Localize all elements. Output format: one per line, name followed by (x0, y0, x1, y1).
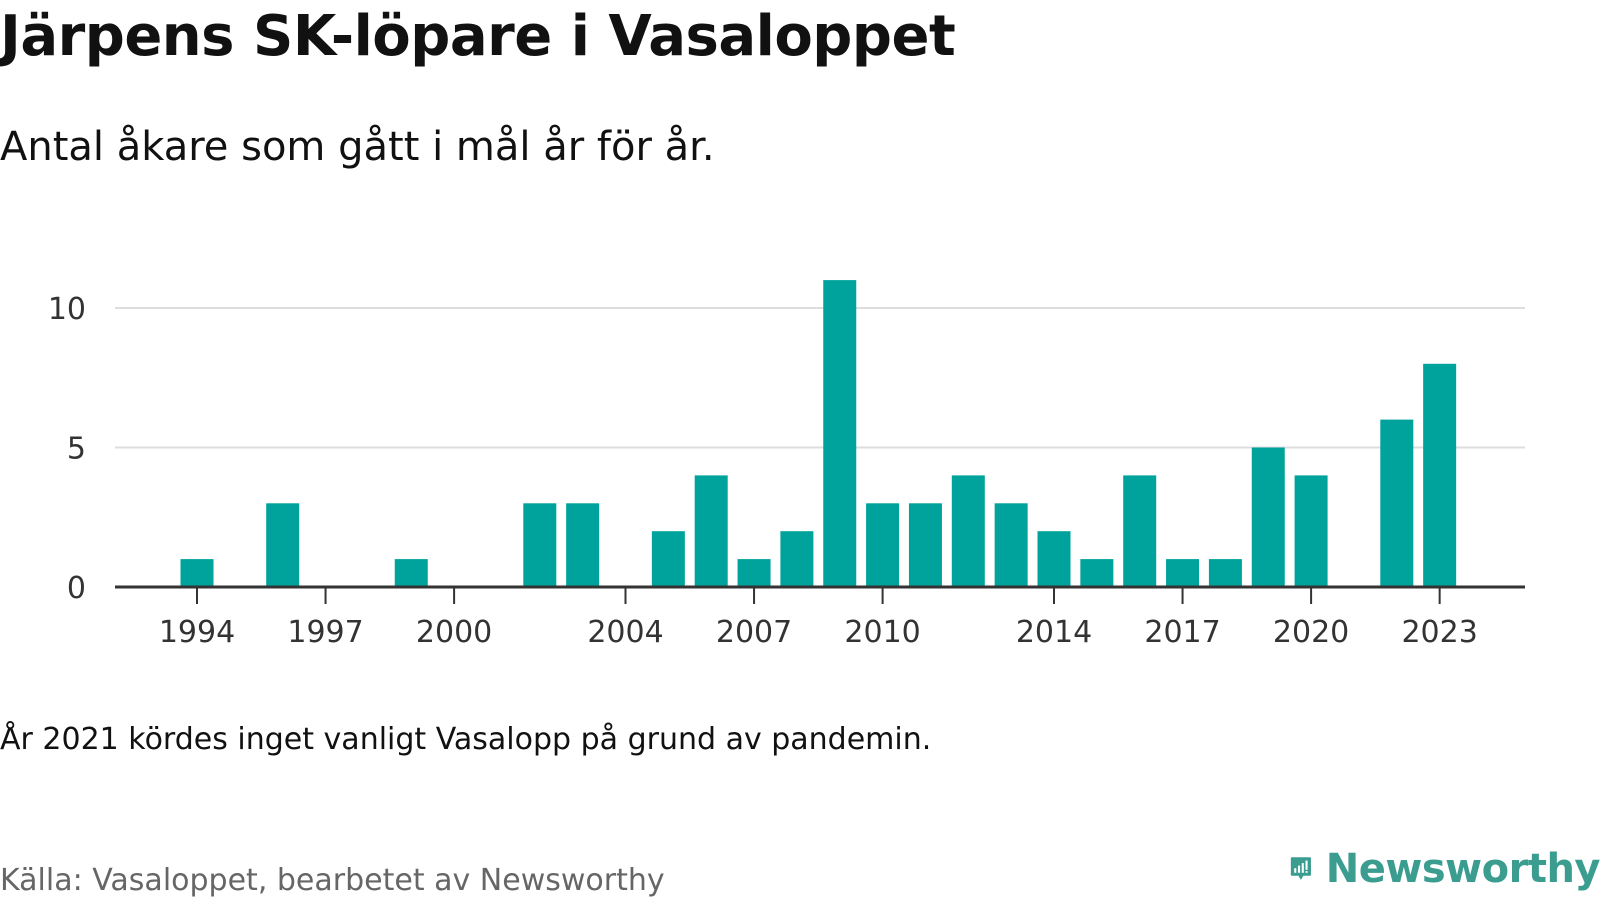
bar-2002 (523, 503, 557, 587)
bar-2007 (737, 559, 771, 587)
chart-title: Järpens SK-löpare i Vasaloppet (0, 4, 956, 69)
x-tick-label-3: 2004 (587, 615, 663, 650)
x-tick-label-1: 1997 (287, 615, 363, 650)
x-tick-label-6: 2014 (1016, 615, 1092, 650)
grid-lines (115, 307, 1525, 449)
bar-2010 (866, 503, 900, 587)
y-tick-label-2: 10 (48, 292, 86, 327)
bar-2018 (1208, 559, 1242, 587)
bar-2009 (823, 280, 857, 587)
bars (180, 280, 1457, 587)
chart-subtitle: Antal åkare som gått i mål år för år. (0, 124, 715, 170)
y-tick-label-1: 5 (67, 432, 86, 467)
x-tick-label-8: 2020 (1273, 615, 1349, 650)
x-tick-label-2: 2000 (416, 615, 492, 650)
x-axis (115, 585, 1525, 604)
x-axis-tick-labels: 1994 1997 2000 2004 2007 2010 2014 2017 2020 2023 (159, 615, 1478, 650)
x-tick-label-5: 2010 (844, 615, 920, 650)
bar-2017 (1166, 559, 1200, 587)
bar-2019 (1251, 447, 1285, 587)
bar-1999 (394, 559, 428, 587)
bar-1994 (180, 559, 214, 587)
bar-2023 (1423, 363, 1457, 587)
bar-2014 (1037, 531, 1071, 587)
footnote: År 2021 kördes inget vanligt Vasalopp på… (0, 722, 932, 757)
x-tick-label-0: 1994 (159, 615, 235, 650)
newsworthy-brand: Newsworthy (1290, 838, 1600, 900)
bar-2005 (651, 531, 685, 587)
source-credit: Källa: Vasaloppet, bearbetet av Newswort… (0, 863, 665, 898)
bar-2003 (566, 503, 600, 587)
bar-2015 (1080, 559, 1114, 587)
bar-2020 (1294, 475, 1328, 587)
bar-1996 (266, 503, 300, 587)
bar-chart: 0 5 10 1994 1997 2000 2004 2007 2010 2014 2017 202… (48, 280, 1525, 650)
x-tick-label-4: 2007 (716, 615, 792, 650)
y-tick-label-0: 0 (67, 571, 86, 606)
bar-2013 (994, 503, 1028, 587)
bar-2006 (694, 475, 728, 587)
bar-2011 (908, 503, 942, 587)
bar-2022 (1380, 419, 1414, 587)
bar-2008 (780, 531, 814, 587)
brand-name: Newsworthy (1325, 846, 1600, 892)
newsworthy-logo-icon (1290, 857, 1311, 880)
x-tick-label-7: 2017 (1144, 615, 1220, 650)
y-axis-tick-labels: 0 5 10 (48, 292, 86, 606)
bar-2012 (951, 475, 985, 587)
x-tick-label-9: 2023 (1401, 615, 1477, 650)
bar-2016 (1123, 475, 1157, 587)
